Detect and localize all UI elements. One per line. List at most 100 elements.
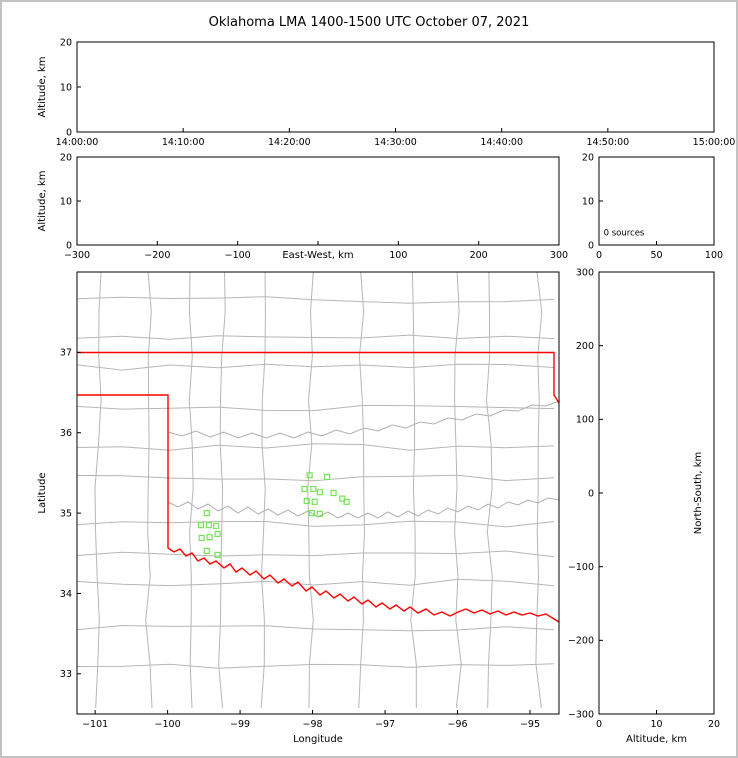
y-tick-label: 36	[60, 428, 72, 439]
lightning-source-point	[214, 551, 221, 558]
lightning-source-point	[198, 534, 205, 542]
county-line-vertical	[307, 272, 314, 709]
county-line-horizontal	[77, 624, 555, 632]
x-axis-title: Longitude	[293, 734, 343, 745]
panel-altitude_ns: 0 10 20 −300 −200 −100 0 100 200 300 Altitude, km N…	[568, 267, 720, 745]
annotation-text: 0 sources	[604, 228, 645, 238]
panel-altitude_ew: −300 −200 −100 100 200 300 0 10 20 East-West, km A…	[37, 152, 568, 261]
x-tick-label: −200	[144, 250, 170, 261]
county-line-vertical	[188, 272, 194, 709]
lightning-source-point	[197, 522, 205, 529]
county-line-horizontal	[77, 474, 555, 482]
y-tick-label: 300	[576, 267, 594, 278]
x-tick-label: 14:40:00	[480, 137, 523, 148]
x-tick-label: 50	[650, 250, 662, 261]
panel-altitude_time: 14:00:00 14:10:00 14:20:00 14:30:00 14:40:00…	[37, 37, 735, 148]
county-line-vertical	[260, 272, 266, 709]
lightning-source-point	[306, 472, 313, 479]
lightning-source-point	[311, 498, 318, 505]
lightning-source-point	[214, 530, 221, 538]
x-tick-label: 14:50:00	[586, 137, 629, 148]
lightning-source-point	[213, 522, 220, 530]
county-line-horizontal	[77, 296, 555, 304]
plot-panels: 14:00:00 14:10:00 14:20:00 14:30:00 14:40:00…	[37, 37, 735, 745]
lightning-source-point	[205, 522, 213, 529]
x-tick-label: −101	[82, 719, 108, 730]
x-tick-label: 300	[550, 250, 568, 261]
x-tick-label: 14:30:00	[374, 137, 417, 148]
y-tick-label: 0	[66, 127, 72, 138]
figure-title: Oklahoma LMA 1400-1500 UTC October 07, 2…	[208, 15, 530, 30]
y-tick-label: 34	[60, 589, 72, 600]
y-tick-label: 10	[582, 196, 594, 207]
river-line-canadian	[167, 497, 559, 519]
y-tick-label: 10	[60, 82, 72, 93]
panel-map: −101 −100 −99 −98 −97 −96 −95 33 34 35 36 37 Longitu…	[37, 271, 560, 745]
y-tick-label: 0	[588, 488, 594, 499]
y-axis-title: Latitude	[37, 472, 48, 513]
axes-frame	[76, 271, 560, 715]
x-tick-label: −99	[230, 719, 250, 730]
x-axis-title: East-West, km	[282, 250, 353, 261]
lightning-source-point	[308, 509, 315, 517]
oklahoma-border-north-line	[77, 351, 559, 404]
x-tick-label: 14:10:00	[162, 137, 205, 148]
lightning-source-point	[343, 498, 350, 505]
x-tick-label: 15:00:00	[693, 137, 736, 148]
county-line-horizontal	[77, 550, 555, 558]
x-axis-title: Altitude, km	[626, 734, 687, 745]
x-tick-label: −96	[447, 719, 467, 730]
map-base-layer	[77, 272, 559, 709]
county-line-vertical	[485, 272, 493, 709]
lightning-source-point	[203, 509, 210, 517]
lightning-source-point	[330, 489, 337, 497]
county-line-vertical	[410, 272, 417, 708]
y-tick-label: 0	[66, 240, 72, 251]
x-tick-label: 14:00:00	[56, 137, 99, 148]
county-line-vertical	[145, 272, 153, 709]
county-line-vertical	[535, 272, 543, 709]
x-tick-label: 10	[650, 719, 662, 730]
x-tick-label: −100	[155, 719, 181, 730]
y-tick-label: −100	[568, 562, 594, 573]
lightning-source-point	[316, 510, 323, 517]
axes-frame	[76, 156, 560, 246]
county-line-vertical	[454, 272, 462, 709]
y-axis-title: Altitude, km	[37, 57, 48, 118]
x-tick-label: 0	[596, 719, 602, 730]
x-tick-label: 200	[470, 250, 488, 261]
y-tick-label: 35	[60, 508, 72, 519]
county-line-horizontal	[77, 363, 555, 371]
y-axis-title: Altitude, km	[37, 171, 48, 232]
axes-frame	[76, 41, 715, 133]
county-line-horizontal	[77, 578, 555, 587]
county-line-horizontal	[77, 520, 555, 528]
county-line-vertical	[358, 272, 366, 709]
y-tick-label: 20	[60, 37, 72, 48]
county-line-vertical	[218, 272, 226, 709]
x-tick-label: 20	[708, 719, 720, 730]
x-tick-label: 100	[389, 250, 407, 261]
lightning-source-point	[316, 489, 323, 496]
y-tick-label: 33	[60, 669, 72, 680]
y-axis-title: North-South, km	[693, 452, 704, 535]
county-line-vertical	[94, 272, 102, 709]
x-tick-label: 100	[705, 250, 723, 261]
lightning-source-point	[301, 485, 308, 493]
x-tick-label: −97	[375, 719, 395, 730]
county-line-horizontal	[77, 443, 555, 451]
x-tick-label: 14:20:00	[268, 137, 311, 148]
y-tick-label: 200	[576, 341, 594, 352]
lightning-source-point	[310, 485, 317, 493]
y-tick-label: 100	[576, 415, 594, 426]
lightning-source-point	[323, 473, 331, 481]
lightning-source-point	[203, 547, 210, 554]
county-boundary-lines	[77, 272, 555, 709]
panel-source_histogram: 0 50 100 0 10 20 0 sources	[582, 152, 723, 261]
x-tick-label: −98	[303, 719, 323, 730]
y-tick-label: −300	[568, 709, 594, 720]
y-tick-label: 10	[60, 196, 72, 207]
y-tick-label: −200	[568, 636, 594, 647]
x-tick-label: −100	[225, 250, 251, 261]
